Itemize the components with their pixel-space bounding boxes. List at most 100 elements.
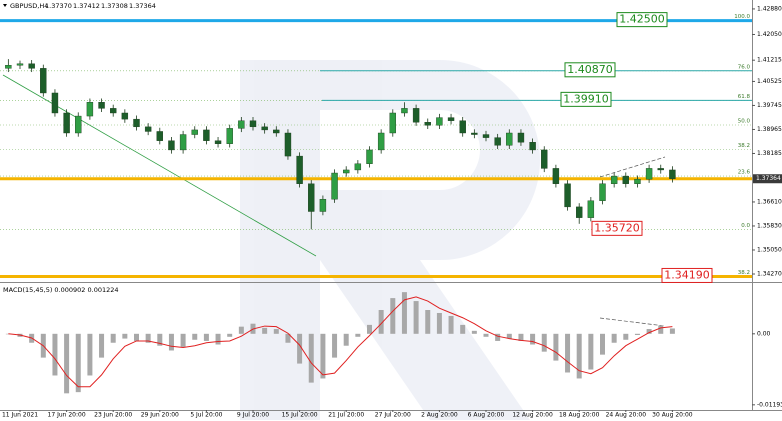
y-tick-label: 1.35830 xyxy=(757,222,782,229)
y-tick-label: 1.41215 xyxy=(757,57,782,64)
macd-bar xyxy=(658,325,664,334)
macd-bar xyxy=(390,298,396,334)
candle-body xyxy=(98,102,105,109)
candle-body xyxy=(447,117,455,121)
macd-bar xyxy=(238,326,244,334)
candle-body xyxy=(238,120,245,129)
macd-bar xyxy=(413,301,419,334)
candle-body xyxy=(249,120,257,128)
macd-bar xyxy=(611,333,617,343)
macd-bar xyxy=(285,333,291,343)
candle-body xyxy=(517,132,525,143)
candle-body xyxy=(389,112,396,134)
macd-bar xyxy=(227,333,233,337)
candle-body xyxy=(28,63,35,69)
macd-bar xyxy=(483,333,489,337)
x-tick-label: 18 Aug 20:00 xyxy=(559,412,600,419)
candle-body xyxy=(319,198,327,212)
ohlc-high: 1.37412 xyxy=(73,2,100,10)
ohlc-close: 1.37364 xyxy=(129,2,156,10)
macd-bar xyxy=(448,315,454,334)
macd-bar xyxy=(215,333,221,345)
macd-bar xyxy=(168,333,174,351)
macd-bar xyxy=(553,333,559,361)
candle-body xyxy=(191,129,198,135)
macd-bar xyxy=(646,329,652,334)
candle-body xyxy=(121,112,129,120)
candle-body xyxy=(308,183,315,212)
price-label-box xyxy=(591,220,643,236)
price-label-box xyxy=(661,267,713,283)
candle-body xyxy=(471,132,478,135)
candle-body xyxy=(331,172,338,200)
y-tick-label: 1.36610 xyxy=(757,198,782,205)
candle-body xyxy=(226,128,233,144)
candle-body xyxy=(599,183,606,201)
y-tick-label: 1.35050 xyxy=(757,246,782,253)
fib-label: 23.6 xyxy=(738,170,751,176)
price-label: 1.40870 xyxy=(567,63,613,76)
macd-bar xyxy=(297,333,303,364)
macd-bar xyxy=(110,333,116,343)
y-tick-label: -0.01193 xyxy=(757,401,782,408)
macd-bar xyxy=(145,333,151,343)
candle-body xyxy=(214,140,222,144)
candle-body xyxy=(343,169,350,174)
x-tick-label: 9 Jul 20:00 xyxy=(237,412,269,419)
price-label: 1.42500 xyxy=(619,13,665,26)
macd-bar xyxy=(122,333,128,339)
macd-bar xyxy=(75,333,81,393)
price-label: 1.34190 xyxy=(664,268,710,281)
candle-body xyxy=(156,131,164,141)
x-tick-label: 17 Jun 20:00 xyxy=(48,412,86,419)
current-price-box xyxy=(753,174,782,184)
candle-body xyxy=(459,120,466,134)
macd-bar xyxy=(495,333,501,341)
macd-bar xyxy=(192,333,198,340)
macd-bar xyxy=(262,327,268,334)
y-tick-label: 1.34270 xyxy=(757,270,782,277)
macd-bar xyxy=(530,333,536,345)
candle-body xyxy=(645,168,653,180)
price-label: 1.35720 xyxy=(594,221,640,234)
current-price-label: 1.37364 xyxy=(756,175,781,182)
price-label-box xyxy=(616,12,668,28)
y-tick-label: 0.00 xyxy=(757,330,771,337)
candle-body xyxy=(424,122,431,126)
y-tick-label: 1.38185 xyxy=(757,150,782,157)
candle-body xyxy=(529,142,536,151)
candle-body xyxy=(634,178,641,184)
fib-label: 50.0 xyxy=(738,118,751,124)
y-tick-label: 1.42880 xyxy=(757,5,782,12)
fib-label: 38.2 xyxy=(738,143,750,149)
macd-title: MACD(15,45,5) 0.000902 0.001224 xyxy=(3,286,119,294)
divergence-line xyxy=(599,317,666,327)
macd-bar xyxy=(332,333,338,358)
candle-body xyxy=(401,108,408,114)
x-tick-label: 11 Jun 2021 xyxy=(2,412,38,419)
x-tick-label: 30 Aug 20:00 xyxy=(652,412,693,419)
macd-bar xyxy=(320,333,326,379)
candle-body xyxy=(133,118,140,128)
macd-bar xyxy=(506,333,512,339)
macd-bar xyxy=(52,333,58,376)
macd-bar xyxy=(378,310,384,334)
x-tick-label: 29 Jun 20:00 xyxy=(141,412,179,419)
candle-body xyxy=(284,132,292,157)
macd-bar xyxy=(425,310,431,334)
candle-body xyxy=(412,108,420,123)
macd-bar xyxy=(401,292,407,334)
candle-body xyxy=(576,206,583,218)
x-tick-label: 5 Jul 20:00 xyxy=(190,412,222,419)
macd-bar xyxy=(576,333,582,379)
ohlc-low: 1.37308 xyxy=(101,2,128,10)
candle-body xyxy=(16,63,24,66)
candle-body xyxy=(610,175,618,184)
macd-bar xyxy=(64,333,70,394)
candle-body xyxy=(622,175,629,184)
macd-bar xyxy=(588,333,594,370)
macd-bar xyxy=(367,324,372,334)
signal-line xyxy=(8,296,673,388)
candle-body xyxy=(587,200,595,218)
macd-bar xyxy=(565,333,571,373)
